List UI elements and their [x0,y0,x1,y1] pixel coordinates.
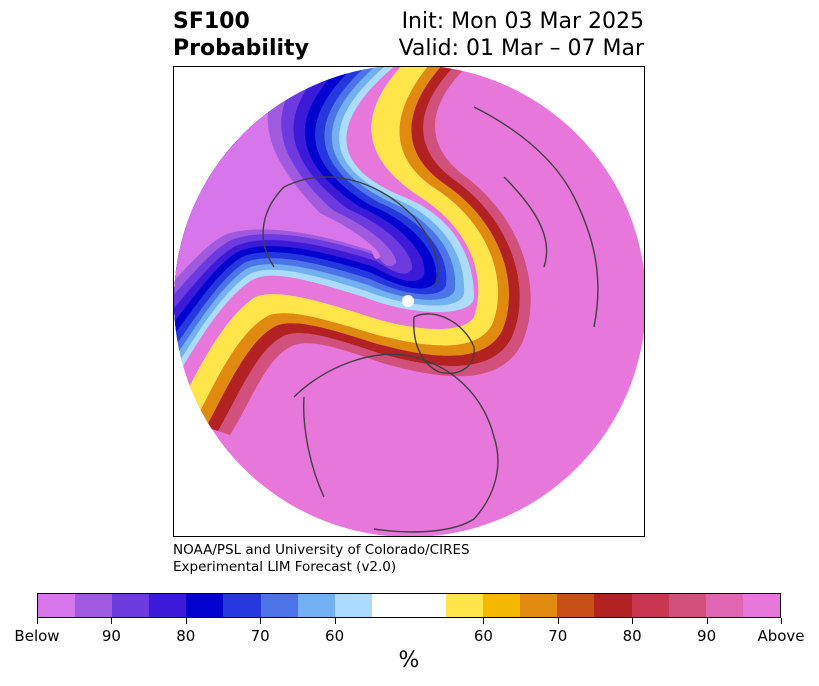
colorbar-segment [149,594,187,617]
colorbar-segment [483,594,521,617]
colorbar-tick [483,618,485,624]
coastline-asia [262,176,439,288]
colorbar-tick-label: 70 [548,627,568,645]
credit-text: NOAA/PSL and University of Colorado/CIRE… [173,542,470,576]
colorbar-tick [781,618,782,624]
coastline-north-america [293,353,499,533]
warm-band-60 [174,67,499,423]
colorbar-segment [520,594,558,617]
colorbar-segment [668,594,706,617]
colorbar-segment [594,594,632,617]
warm-band-70 [194,67,509,427]
colorbar-segment [446,594,484,617]
init-date: Init: Mon 03 Mar 2025 [401,9,644,34]
colorbar-tick [37,618,38,624]
colorbar-segment [75,594,113,617]
chart-title-left: SF100 Probability [173,8,309,62]
colorbar-tick [706,618,708,624]
colorbar-segment [705,594,743,617]
colorbar-tick-label: 90 [697,627,717,645]
colorbar-unit: % [398,648,420,673]
colorbar-tick [557,618,559,624]
colorbar-tick [111,618,113,624]
map-panel [173,66,645,537]
colorbar-segment [334,594,372,617]
colorbar-segment [38,594,76,617]
colorbar-segment [223,594,261,617]
product-title: Probability [173,36,309,61]
colorbar-tick-label: 70 [250,627,270,645]
north-pole-marker [402,295,414,307]
colorbar-tick [260,618,262,624]
colorbar-tick-label: Below [14,627,60,645]
colorbar-tick [632,618,634,624]
colorbar-segment [186,594,224,617]
colorbar-segment [557,594,595,617]
coastline-europe [473,106,599,328]
colorbar [37,593,781,618]
colorbar-segment [112,594,150,617]
colorbar-tick-label: 60 [325,627,345,645]
colorbar-segment [260,594,298,617]
warm-band-90 [218,67,531,435]
warm-band-80 [206,67,520,431]
chart-title-right: Init: Mon 03 Mar 2025 Valid: 01 Mar – 07… [399,8,644,62]
colorbar-segment [631,594,669,617]
colorbar-segment [371,594,409,617]
coastlines [262,106,599,533]
above-normal-belt [174,67,531,435]
variable-title: SF100 [173,9,250,34]
polar-map [174,67,644,536]
colorbar-tick-label: Above [757,627,805,645]
colorbar-tick-label: 80 [622,627,642,645]
credit-line-1: NOAA/PSL and University of Colorado/CIRE… [173,542,470,558]
colorbar-segment [408,594,447,617]
credit-line-2: Experimental LIM Forecast (v2.0) [173,559,397,575]
colorbar-tick-label: 90 [101,627,121,645]
coastline-greenland [413,313,475,374]
colorbar-tick [334,618,336,624]
colorbar-tick-label: 60 [473,627,493,645]
colorbar-tick-label: 80 [176,627,196,645]
colorbar-segment [297,594,335,617]
colorbar-segment [742,594,780,617]
colorbar-tick [185,618,187,624]
valid-range: Valid: 01 Mar – 07 Mar [398,36,644,61]
